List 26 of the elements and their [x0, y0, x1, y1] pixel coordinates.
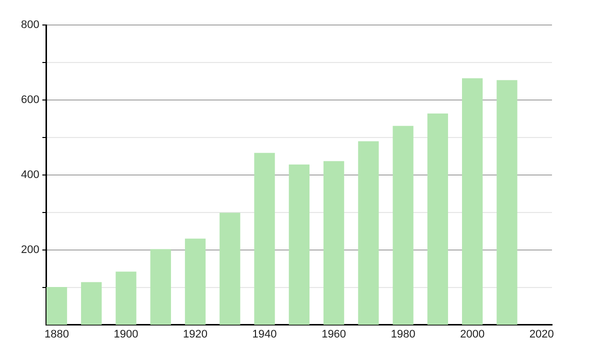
bar — [150, 249, 171, 325]
bar — [184, 238, 206, 325]
bar — [254, 152, 275, 325]
x-tick-label: 1880 — [44, 328, 69, 340]
bar — [392, 126, 414, 325]
x-tick-label: 2020 — [529, 328, 554, 340]
bar — [462, 78, 483, 325]
bar — [46, 286, 68, 325]
bar — [220, 212, 240, 325]
bar — [81, 282, 102, 325]
bar — [288, 164, 310, 325]
y-tick-label: 400 — [20, 168, 40, 181]
y-tick-label: 200 — [20, 244, 40, 256]
bar — [116, 272, 136, 325]
x-tick-label: 2000 — [460, 328, 485, 340]
y-tick-label: 800 — [20, 19, 40, 32]
x-tick-label: 1940 — [252, 328, 277, 340]
x-tick-label: 1980 — [390, 328, 416, 340]
x-tick-label: 1900 — [114, 328, 138, 340]
bar — [358, 141, 379, 325]
bar — [496, 80, 518, 325]
bar — [427, 113, 448, 325]
x-tick-label: 1960 — [322, 328, 346, 340]
x-tick-label: 1920 — [183, 328, 208, 340]
bar — [323, 161, 344, 325]
y-tick-label: 600 — [20, 94, 40, 106]
